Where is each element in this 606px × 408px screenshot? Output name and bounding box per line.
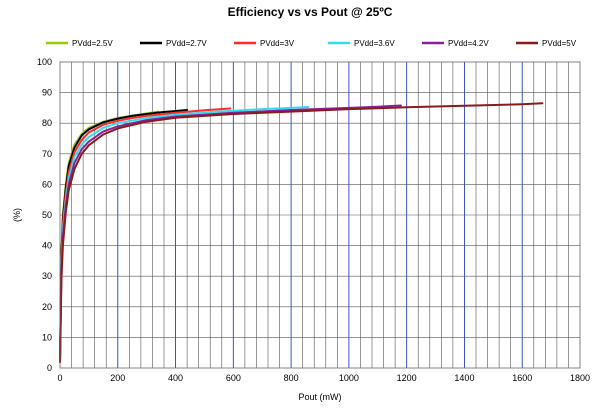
y-tick-label: 100 <box>37 57 52 67</box>
y-tick-label: 0 <box>47 363 52 373</box>
legend: PVdd=2.5V PVdd=2.7V PVdd=3V PVdd=3.6V PVdd=4… <box>46 39 577 48</box>
legend-label: PVdd=4.2V <box>448 39 489 48</box>
y-tick-label: 40 <box>42 241 52 251</box>
x-tick-label: 800 <box>284 373 299 383</box>
x-tick-label: 1000 <box>339 373 359 383</box>
plot-border <box>59 61 581 369</box>
x-tick-label: 200 <box>110 373 125 383</box>
y-tick-label: 50 <box>42 210 52 220</box>
y-tick-label: 80 <box>42 118 52 128</box>
x-tick-label: 1800 <box>570 373 590 383</box>
legend-label: PVdd=2.5V <box>72 39 113 48</box>
legend-label: PVdd=2.7V <box>166 39 207 48</box>
series-line-6 <box>59 102 544 363</box>
x-tick-label: 1200 <box>397 373 417 383</box>
legend-label: PVdd=3.6V <box>354 39 395 48</box>
x-tick-label: 1400 <box>454 373 474 383</box>
y-tick-label: 20 <box>42 302 52 312</box>
chart-title: Efficiency vs vs Pout @ 25ºC <box>228 5 393 19</box>
y-tick-label: 30 <box>42 271 52 281</box>
x-tick-label: 0 <box>57 373 62 383</box>
x-tick-labels: 0 200 400 600 800 1000 1200 1400 1600 1800 <box>57 373 590 383</box>
legend-label: PVdd=5V <box>542 39 577 48</box>
y-tick-label: 70 <box>42 149 52 159</box>
y-tick-label: 90 <box>42 88 52 98</box>
x-tick-label: 600 <box>226 373 241 383</box>
x-tick-label: 400 <box>168 373 183 383</box>
x-axis-label: Pout (mW) <box>298 392 341 402</box>
y-tick-labels: 0 10 20 30 40 50 60 70 80 90 100 <box>37 57 52 373</box>
series-layer <box>59 102 544 363</box>
y-tick-label: 60 <box>42 179 52 189</box>
grid <box>60 62 580 368</box>
legend-label: PVdd=3V <box>260 39 295 48</box>
y-axis-label: (%) <box>12 208 22 222</box>
x-tick-label: 1600 <box>512 373 532 383</box>
y-tick-label: 10 <box>42 332 52 342</box>
